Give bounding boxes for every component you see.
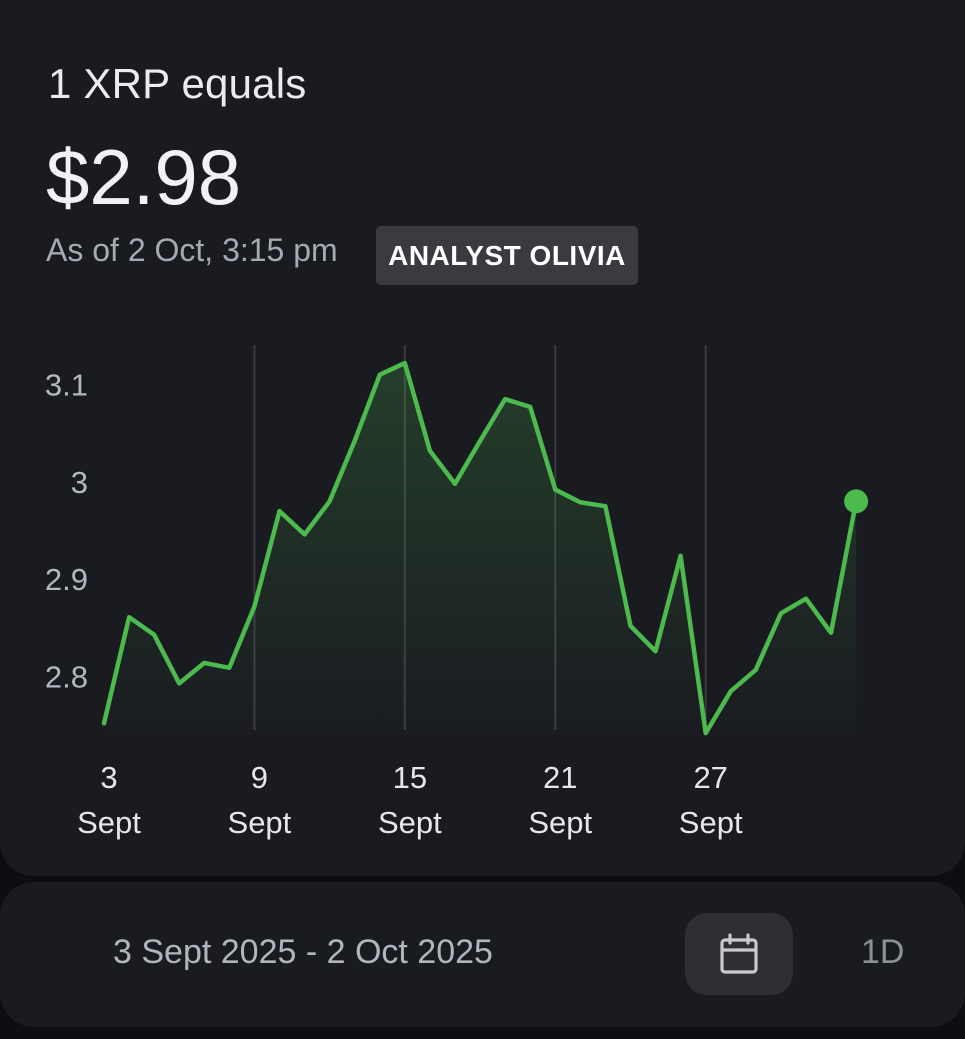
x-tick-label: 27 — [693, 760, 727, 795]
x-tick-label: 21 — [543, 760, 577, 795]
x-tick-label: Sept — [228, 805, 292, 840]
x-tick-label: Sept — [528, 805, 592, 840]
calendar-icon — [720, 933, 758, 974]
calendar-button[interactable] — [685, 913, 793, 995]
y-tick-label: 2.9 — [45, 562, 88, 597]
current-point-marker[interactable] — [844, 489, 869, 514]
x-tick-label: 9 — [251, 760, 268, 795]
current-price: $2.98 — [46, 133, 242, 221]
as-of-timestamp: As of 2 Oct, 3:15 pm — [46, 232, 338, 268]
x-axis: 3 Sept 9 Sept 15 Sept 21 Sept 27 Sept — [77, 760, 743, 840]
card-title: 1 XRP equals — [48, 60, 307, 107]
y-tick-label: 2.8 — [45, 660, 88, 695]
date-range-label[interactable]: 3 Sept 2025 - 2 Oct 2025 — [113, 933, 493, 971]
x-tick-label: Sept — [77, 805, 141, 840]
y-axis: 3.1 3 2.9 2.8 — [45, 367, 88, 694]
y-tick-label: 3 — [71, 465, 88, 500]
price-area — [104, 363, 857, 740]
date-range-bar: 3 Sept 2025 - 2 Oct 2025 1D — [0, 882, 965, 1027]
x-tick-label: Sept — [378, 805, 442, 840]
price-line — [101, 360, 859, 736]
interval-1d-button[interactable]: 1D — [861, 933, 905, 971]
x-tick-label: 15 — [393, 760, 427, 795]
x-tick-label: 3 — [100, 760, 117, 795]
y-tick-label: 3.1 — [45, 367, 88, 402]
price-chart[interactable]: 3.1 3 2.9 2.8 3 Sept 9 Sept 15 Sept 21 Sept 27 Sept — [0, 330, 965, 850]
analyst-badge: ANALYST OLIVIA — [376, 226, 638, 285]
x-tick-label: Sept — [679, 805, 743, 840]
price-card: 1 XRP equals $2.98 As of 2 Oct, 3:15 pm … — [0, 0, 965, 876]
